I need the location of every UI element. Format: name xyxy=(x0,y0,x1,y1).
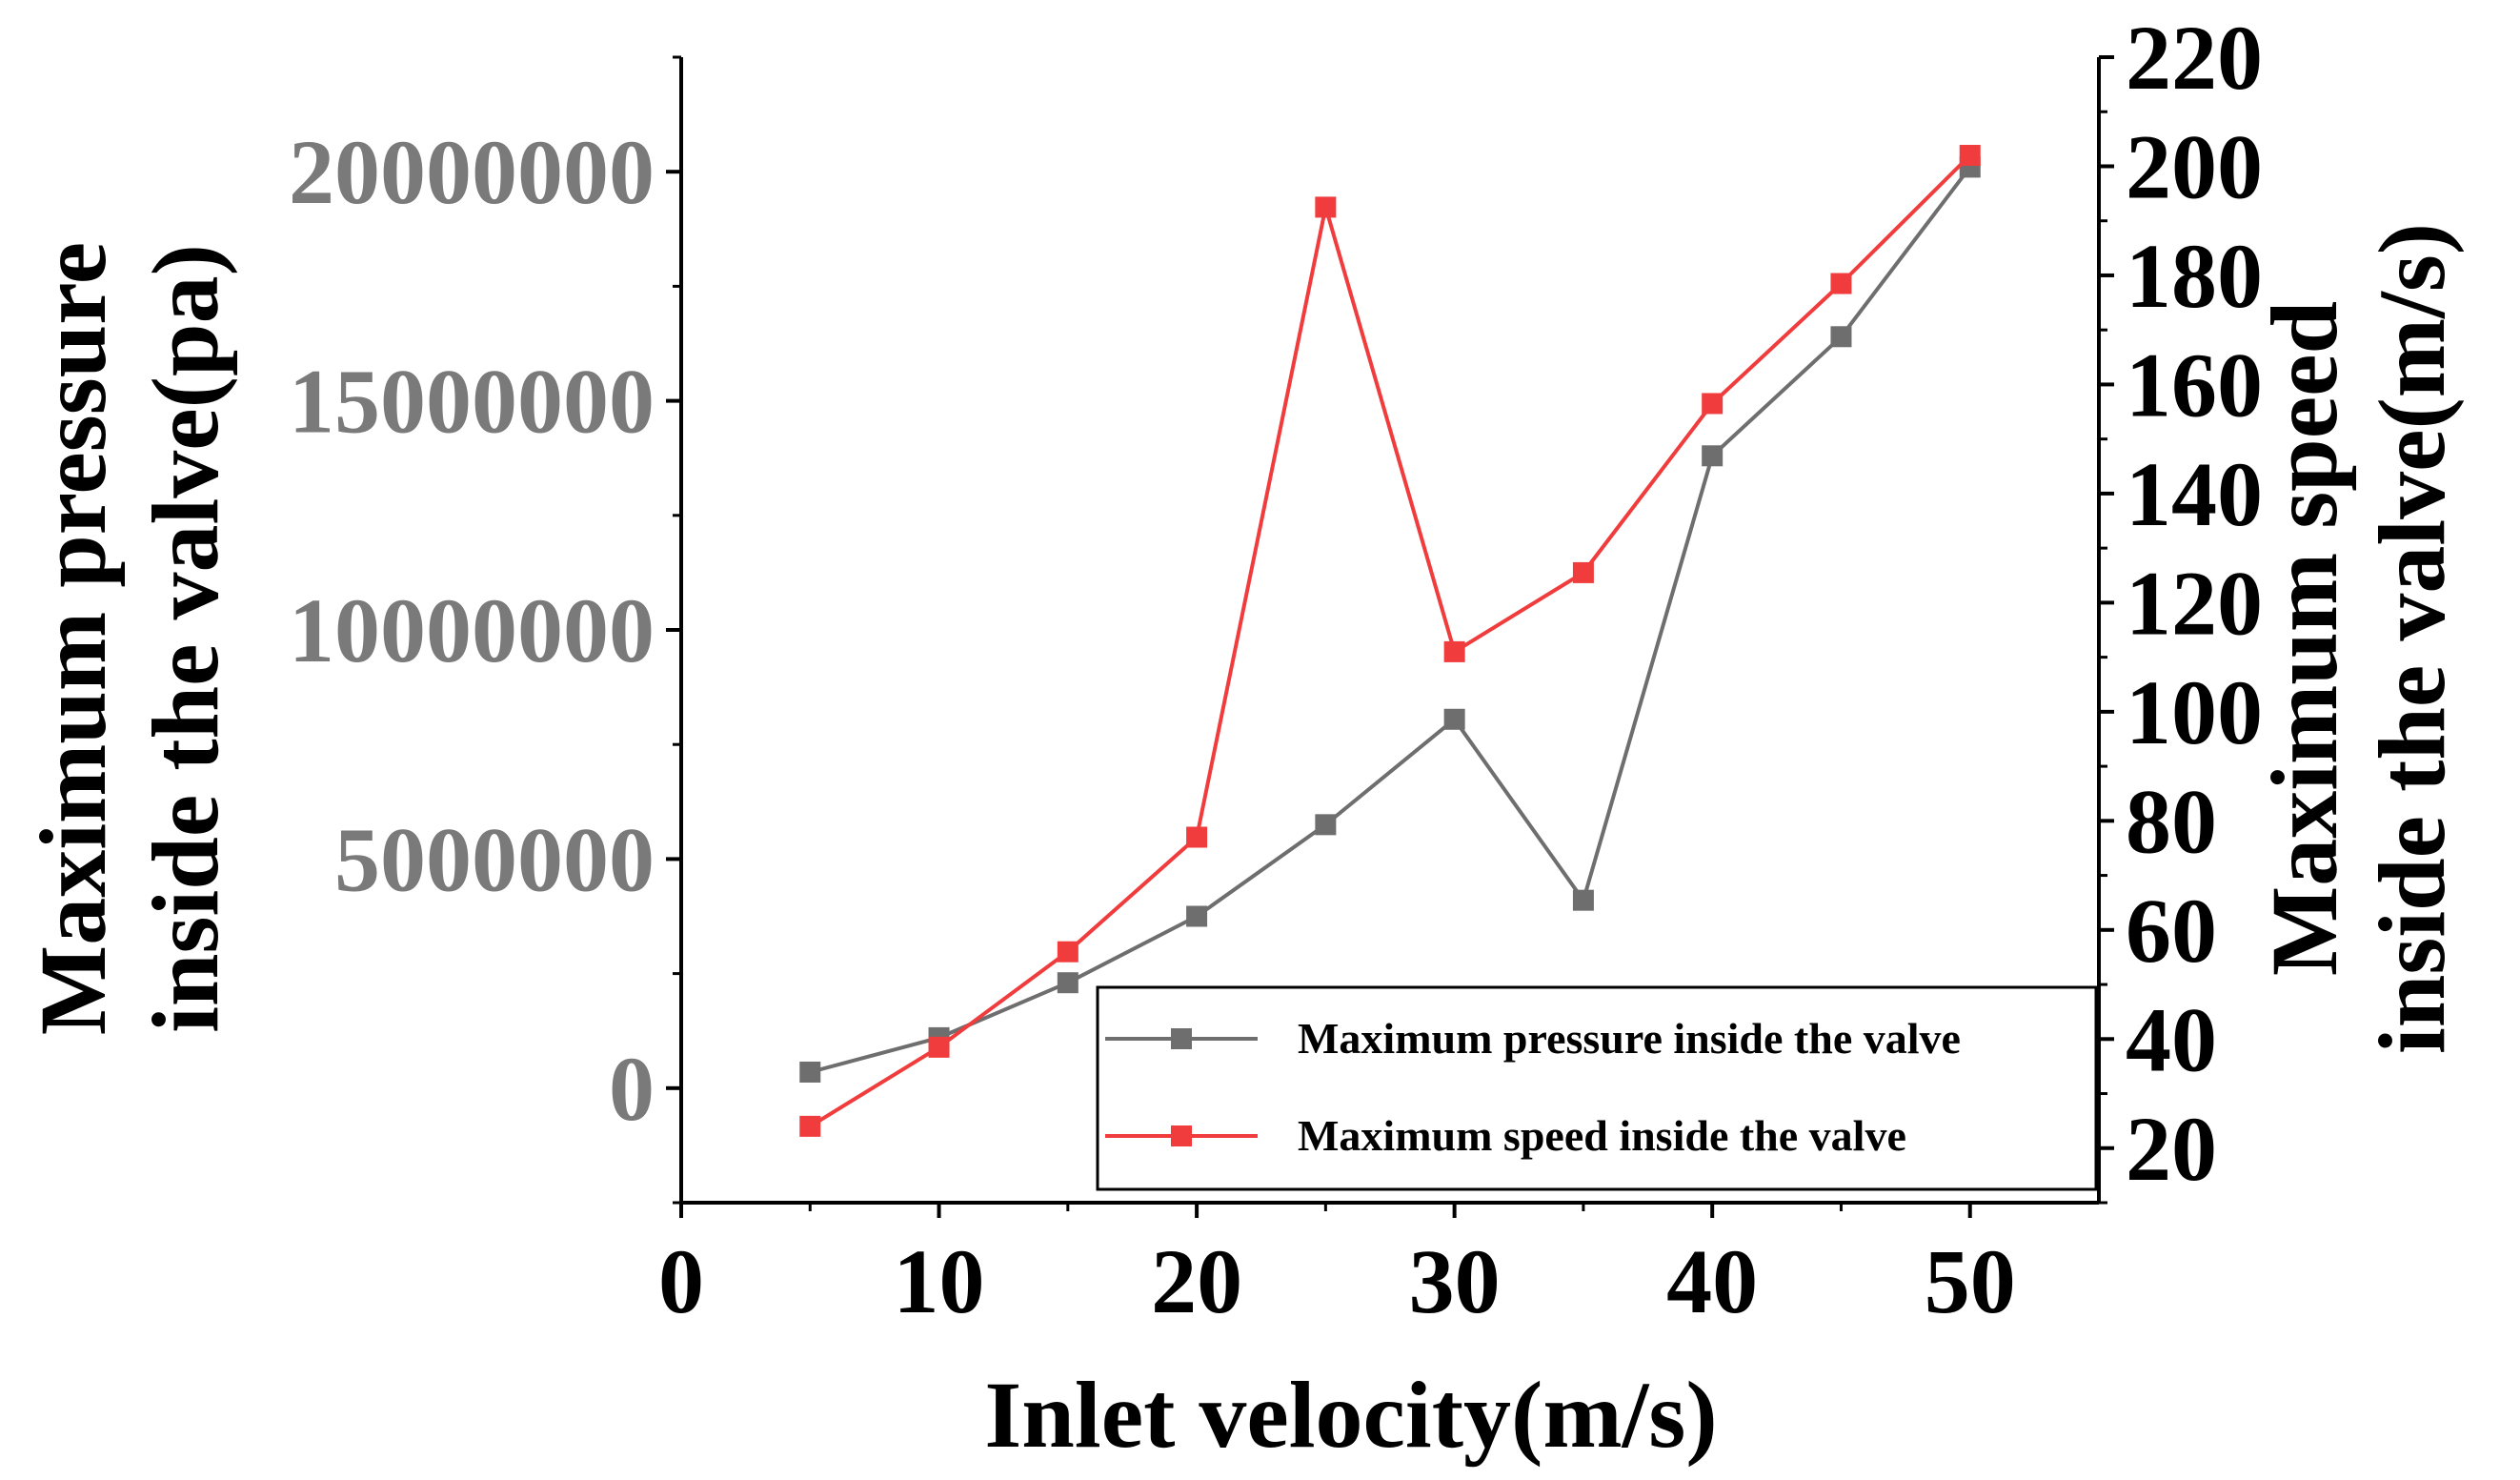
series-1-point-1 xyxy=(928,1036,950,1058)
right-tick-label-1: 40 xyxy=(2126,988,2217,1090)
right-tick-label-7: 160 xyxy=(2126,334,2263,436)
series-0-point-6 xyxy=(1572,889,1594,911)
legend-box xyxy=(1096,985,2098,1191)
right-tick-label-9: 200 xyxy=(2126,115,2263,217)
left-axis-title-line1: Maximum pressure xyxy=(20,242,126,1035)
legend-marker-speed xyxy=(1171,1125,1192,1146)
series-1-point-5 xyxy=(1443,640,1465,662)
series-0 xyxy=(799,156,1981,1083)
x-tick-label-5: 50 xyxy=(1925,1230,2016,1332)
series-1-point-0 xyxy=(799,1115,821,1137)
axis-ticks xyxy=(666,55,2114,1218)
series-0-point-3 xyxy=(1186,905,1208,927)
left-tick-label-3: 15000000 xyxy=(289,351,655,453)
series-1-point-7 xyxy=(1702,393,1724,415)
series-line-0 xyxy=(809,166,1972,1074)
right-tick-label-0: 20 xyxy=(2126,1098,2217,1200)
right-tick-label-8: 180 xyxy=(2126,225,2263,327)
right-tick-label-2: 60 xyxy=(2126,880,2217,982)
series-1-point-2 xyxy=(1057,941,1079,963)
series-0-point-2 xyxy=(1057,972,1079,994)
series-0-point-8 xyxy=(1830,326,1852,348)
right-tick-label-5: 120 xyxy=(2126,552,2263,654)
legend-label-speed: Maximum speed inside the valve xyxy=(1298,1111,1906,1160)
series-1-point-8 xyxy=(1830,273,1852,294)
right-axis-title-line1: Maximum speed xyxy=(2251,301,2357,976)
series-1-point-3 xyxy=(1186,826,1208,848)
x-tick-label-2: 20 xyxy=(1151,1230,1242,1332)
x-tick-label-3: 30 xyxy=(1409,1230,1501,1332)
right-tick-label-3: 80 xyxy=(2126,770,2217,872)
series-0-point-5 xyxy=(1443,708,1465,730)
legend: Maximum pressure inside the valve Maximu… xyxy=(1096,985,2098,1191)
left-tick-label-2: 10000000 xyxy=(289,579,655,681)
series-0-point-4 xyxy=(1315,814,1337,836)
x-axis-title: Inlet velocity(m/s) xyxy=(984,1362,1717,1468)
left-tick-label-4: 20000000 xyxy=(289,121,655,223)
right-tick-label-6: 140 xyxy=(2126,443,2263,545)
left-axis-title-line2: inside the valve(pa) xyxy=(132,244,238,1033)
series-1-point-9 xyxy=(1959,145,1981,167)
left-tick-label-1: 5000000 xyxy=(334,808,655,910)
series-0-point-0 xyxy=(799,1061,821,1083)
legend-label-pressure: Maximum pressure inside the valve xyxy=(1298,1014,1961,1063)
right-tick-label-10: 220 xyxy=(2126,7,2263,109)
x-tick-label-4: 40 xyxy=(1666,1230,1758,1332)
right-tick-label-4: 100 xyxy=(2126,661,2263,763)
right-axis-title-line2: inside the valve(m/s) xyxy=(2359,223,2465,1054)
series-1-point-4 xyxy=(1315,196,1337,218)
legend-marker-pressure xyxy=(1171,1028,1192,1049)
series-1 xyxy=(799,145,1981,1137)
x-tick-label-0: 0 xyxy=(658,1230,704,1332)
series-0-point-7 xyxy=(1702,445,1724,467)
left-tick-label-0: 0 xyxy=(609,1038,655,1140)
series-layer xyxy=(799,145,1981,1137)
series-1-point-6 xyxy=(1572,561,1594,583)
series-line-1 xyxy=(809,153,1972,1128)
x-tick-label-1: 10 xyxy=(894,1230,985,1332)
tick-labels: 0 10 20 30 40 50 0 5000000 10000000 15000000 20000… xyxy=(289,7,2263,1332)
